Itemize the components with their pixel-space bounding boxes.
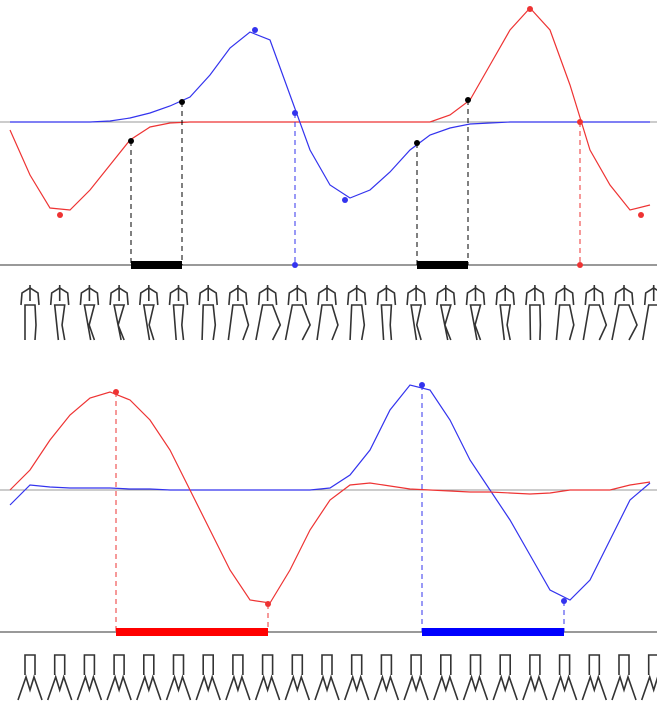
figure-bottom <box>225 674 251 701</box>
series-line <box>10 31 650 199</box>
figure-bottom <box>611 674 637 701</box>
figure-legs <box>83 304 96 341</box>
figure-top <box>232 654 244 675</box>
figure-top <box>172 654 185 675</box>
series-line <box>9 384 651 601</box>
event-dot <box>419 382 425 388</box>
figure-top <box>380 654 393 675</box>
figure-bottom <box>343 674 370 701</box>
figure-bottom <box>284 674 311 701</box>
figure-bottom <box>462 674 489 701</box>
figure-top <box>499 654 512 675</box>
event-dot <box>179 99 185 105</box>
figure-legs <box>469 304 482 341</box>
figure-top <box>647 654 657 675</box>
phase-bar <box>422 628 564 636</box>
stick-figures <box>17 285 657 701</box>
figure-top <box>410 654 422 675</box>
figure-bottom <box>640 674 657 701</box>
event-dot <box>465 97 471 103</box>
figure-bottom <box>522 674 548 701</box>
figure-top <box>439 654 452 675</box>
figure-bottom <box>403 674 429 701</box>
figure-legs <box>316 304 339 341</box>
figure-legs <box>380 304 393 341</box>
figure-top <box>321 654 333 675</box>
figure-top <box>618 654 630 675</box>
phase-bar <box>417 261 468 269</box>
figure-bottom <box>195 674 221 701</box>
figure-legs <box>172 304 185 341</box>
figure-legs <box>227 304 250 341</box>
figure-bottom <box>314 674 340 701</box>
event-dot <box>113 389 119 395</box>
figure-top <box>83 654 96 675</box>
event-dot <box>292 262 298 268</box>
figure-top <box>113 654 125 675</box>
event-dot <box>527 6 533 12</box>
figure-top <box>529 654 541 675</box>
figure-bottom <box>373 674 400 701</box>
event-dot <box>577 119 583 125</box>
figure-bottom <box>254 674 281 701</box>
figure-bottom <box>17 674 43 701</box>
event-dot <box>414 140 420 146</box>
figure-top <box>558 654 571 675</box>
event-dot <box>577 262 583 268</box>
phase-bar <box>131 261 182 269</box>
figure-legs <box>255 304 282 341</box>
figure-legs <box>529 304 542 341</box>
figure-legs <box>349 304 366 341</box>
figure-legs <box>410 304 423 341</box>
top-events <box>57 6 644 269</box>
figure-legs <box>582 304 608 341</box>
figure-bottom <box>581 674 608 701</box>
figure-bottom <box>551 674 578 701</box>
figure-legs <box>53 304 66 341</box>
event-dot <box>561 598 567 604</box>
figure-bottom <box>433 674 459 701</box>
figure-arms <box>643 287 657 306</box>
figure-top <box>350 654 363 675</box>
figure-bottom <box>136 674 162 701</box>
figure-top <box>261 654 274 675</box>
figure-bottom <box>46 674 73 701</box>
figure-legs <box>24 304 37 341</box>
event-dot <box>638 212 644 218</box>
figure-bottom <box>76 674 103 701</box>
figure-legs <box>284 304 311 341</box>
figure-bottom <box>165 674 192 701</box>
event-dot <box>265 601 271 607</box>
figure-top <box>469 654 482 675</box>
figure-top <box>143 654 155 675</box>
figure-legs <box>611 304 638 341</box>
figure-legs <box>555 304 575 341</box>
figure-legs <box>142 304 155 341</box>
figure-top <box>24 654 36 675</box>
event-dot <box>342 197 348 203</box>
event-dot <box>128 138 134 144</box>
event-dot <box>292 110 298 116</box>
figure-top <box>588 654 601 675</box>
event-dot <box>252 27 258 33</box>
figure-bottom <box>106 674 132 701</box>
figure-legs <box>439 304 452 341</box>
figure-legs <box>201 304 217 341</box>
figure-top <box>202 654 214 675</box>
figure-legs <box>499 304 512 341</box>
event-dot <box>57 212 63 218</box>
figure-legs <box>641 304 657 341</box>
phase-bar <box>116 628 268 636</box>
figure-top <box>291 654 304 675</box>
figure-top <box>53 654 66 675</box>
figure-legs <box>113 304 126 341</box>
series-line <box>9 391 651 604</box>
series-line <box>9 7 651 211</box>
figure-bottom <box>492 674 518 701</box>
bottom-events <box>113 382 567 636</box>
